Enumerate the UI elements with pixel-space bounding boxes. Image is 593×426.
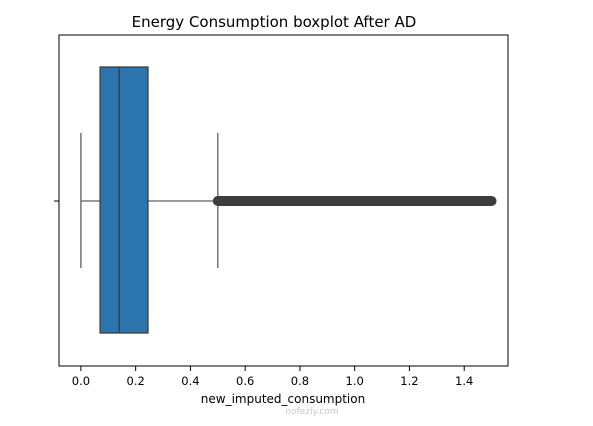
x-tick-label: 0.4: [181, 374, 199, 388]
iqr-box: [99, 66, 149, 334]
x-tick-label: 1.4: [455, 374, 473, 388]
watermark-text: nofezly.com: [285, 407, 338, 417]
x-tick-label: 0.2: [127, 374, 145, 388]
x-axis: 0.0 0.2 0.4 0.6 0.8 1.0 1.2 1.4: [54, 200, 473, 388]
plot-area: [80, 66, 497, 334]
x-tick-label: 0.8: [291, 374, 309, 388]
x-tick-label: 0.6: [236, 374, 254, 388]
x-tick-label: 1.2: [400, 374, 418, 388]
x-axis-label: new_imputed_consumption: [201, 392, 365, 406]
x-tick-label: 1.0: [346, 374, 364, 388]
chart-title: Energy Consumption boxplot After AD: [132, 13, 417, 31]
x-tick-label: 0.0: [72, 374, 90, 388]
